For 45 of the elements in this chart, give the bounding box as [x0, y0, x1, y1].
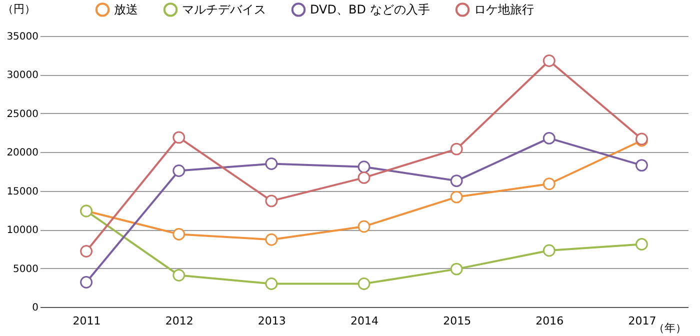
- x-tick-label: 2012: [165, 314, 194, 328]
- y-tick-label: 15000: [6, 186, 38, 198]
- point: [450, 190, 463, 204]
- x-tick-label: 2013: [258, 314, 286, 328]
- point: [358, 220, 370, 233]
- legend-label: ロケ地旅行: [474, 2, 534, 17]
- point: [358, 160, 370, 174]
- point: [450, 262, 463, 276]
- x-tick-label: 2016: [536, 314, 564, 328]
- y-axis-title: （円）: [2, 2, 36, 16]
- point: [635, 159, 648, 172]
- point: [542, 54, 556, 67]
- point: [358, 171, 370, 184]
- point: [265, 194, 278, 208]
- point: [172, 228, 186, 240]
- point: [172, 269, 186, 282]
- point: [542, 244, 556, 257]
- y-tick-label: 0: [32, 302, 38, 314]
- legend-label: マルチデバイス: [182, 2, 266, 17]
- x-tick-label: 2015: [443, 314, 472, 328]
- legend-label: DVD、BD などの入手: [310, 2, 430, 17]
- x-tick-label: 2014: [350, 314, 378, 328]
- y-tick-label: 25000: [6, 108, 38, 120]
- point: [265, 158, 278, 170]
- point: [450, 142, 463, 156]
- point: [635, 238, 648, 250]
- point: [358, 278, 370, 290]
- y-tick-label: 10000: [6, 225, 38, 236]
- x-axis-title: （年）: [654, 322, 686, 334]
- point: [172, 164, 186, 177]
- point: [265, 233, 278, 246]
- legend-label: 放送: [114, 2, 138, 17]
- y-tick-label: 5000: [13, 264, 38, 275]
- y-tick-label: 20000: [6, 148, 38, 159]
- point: [450, 174, 463, 188]
- point: [542, 178, 556, 190]
- point: [80, 245, 93, 258]
- y-tick-label: 35000: [6, 32, 38, 42]
- point: [172, 131, 186, 144]
- y-tick-label: 30000: [6, 70, 38, 82]
- point: [265, 278, 278, 290]
- point: [542, 132, 556, 144]
- x-tick-label: 2011: [72, 314, 101, 328]
- point: [80, 276, 93, 288]
- x-tick-label: 2017: [628, 314, 656, 328]
